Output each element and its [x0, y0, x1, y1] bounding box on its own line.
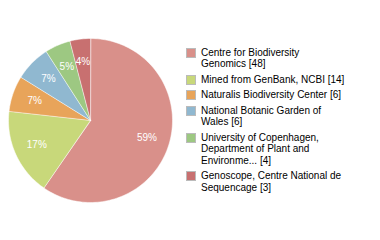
- svg-text:5%: 5%: [60, 61, 75, 72]
- html-text:University of Copenhagen, Depa: University of Copenhagen, Department of …: [201, 131, 319, 166]
- svg-text:7%: 7%: [41, 73, 56, 84]
- svg-text:7%: 7%: [27, 95, 42, 106]
- html-text:Centre for Biodiversity Genomi: Centre for Biodiversity Genomics [48]: [201, 46, 300, 70]
- html-text:National Botanic Garden of Wal: National Botanic Garden of Wales [6]: [201, 104, 322, 128]
- html-text:Mined from GenBank, NCBI [14]: Mined from GenBank, NCBI [14]: [201, 73, 345, 85]
- svg-text:4%: 4%: [76, 56, 91, 67]
- svg-text:17%: 17%: [27, 139, 47, 150]
- html-text:Genoscope, Centre National de: Genoscope, Centre National de Sequencage…: [201, 170, 342, 193]
- html-text:Naturalis Biodiversity Center: Naturalis Biodiversity Center [6]: [201, 89, 342, 101]
- svg-text:59%: 59%: [137, 132, 157, 143]
